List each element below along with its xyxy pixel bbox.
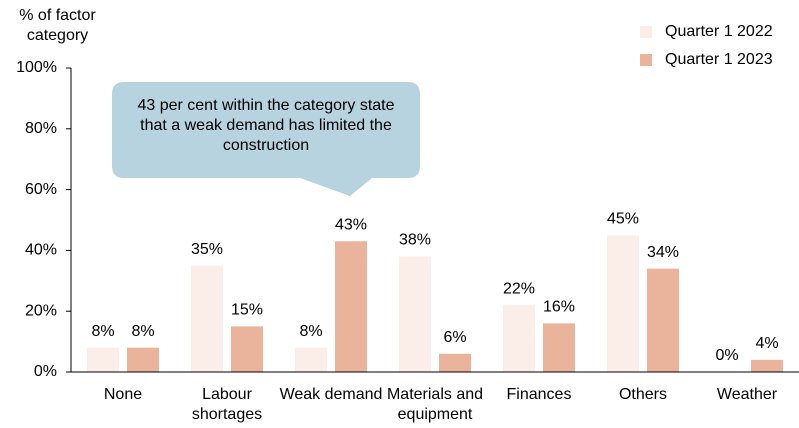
value-label: 16% (543, 299, 575, 316)
y-tick-label: 100% (16, 59, 57, 76)
bar (191, 265, 223, 372)
bar (503, 305, 535, 372)
legend-label: Quarter 1 2022 (665, 23, 773, 40)
bar (647, 268, 679, 372)
bar (399, 256, 431, 372)
bar (607, 235, 639, 372)
legend-swatch (640, 54, 652, 66)
x-tick-label: Finances (506, 386, 572, 403)
y-tick-label: 0% (34, 363, 57, 380)
legend-label: Quarter 1 2023 (665, 51, 773, 68)
y-tick-label: 40% (25, 242, 57, 259)
x-tick-label: Others (618, 386, 667, 403)
annotation: 43 per cent within the category state th… (137, 97, 395, 154)
x-tick-label: None (103, 386, 143, 403)
bar (231, 326, 263, 372)
bar (335, 241, 367, 372)
y-axis-label: % of factor category (19, 7, 96, 44)
value-label: 22% (503, 280, 535, 297)
bar (751, 359, 783, 372)
bar (543, 323, 575, 372)
value-label: 34% (647, 244, 679, 261)
x-tick-label: Weather (716, 386, 778, 403)
value-label: 38% (399, 232, 431, 249)
value-label: 0% (715, 347, 738, 364)
value-label: 4% (755, 335, 778, 352)
callout (112, 82, 420, 196)
value-label: 15% (231, 302, 263, 319)
x-tick-label: Weak demand (279, 386, 383, 403)
y-tick-label: 60% (25, 181, 57, 198)
x-tick-label: Materials and equipment (386, 386, 484, 423)
value-label: 43% (335, 216, 367, 233)
value-label: 6% (443, 329, 466, 346)
y-tick-label: 80% (25, 120, 57, 137)
bar (295, 347, 327, 372)
value-label: 8% (299, 323, 322, 340)
bar (87, 347, 119, 372)
bar (127, 347, 159, 372)
value-label: 8% (91, 323, 114, 340)
y-tick-label: 20% (25, 302, 57, 319)
x-tick-label: Labour shortages (191, 386, 263, 423)
legend-swatch (640, 26, 652, 38)
value-label: 35% (191, 241, 223, 258)
bar (439, 353, 471, 372)
value-label: 45% (607, 210, 639, 227)
value-label: 8% (131, 323, 154, 340)
